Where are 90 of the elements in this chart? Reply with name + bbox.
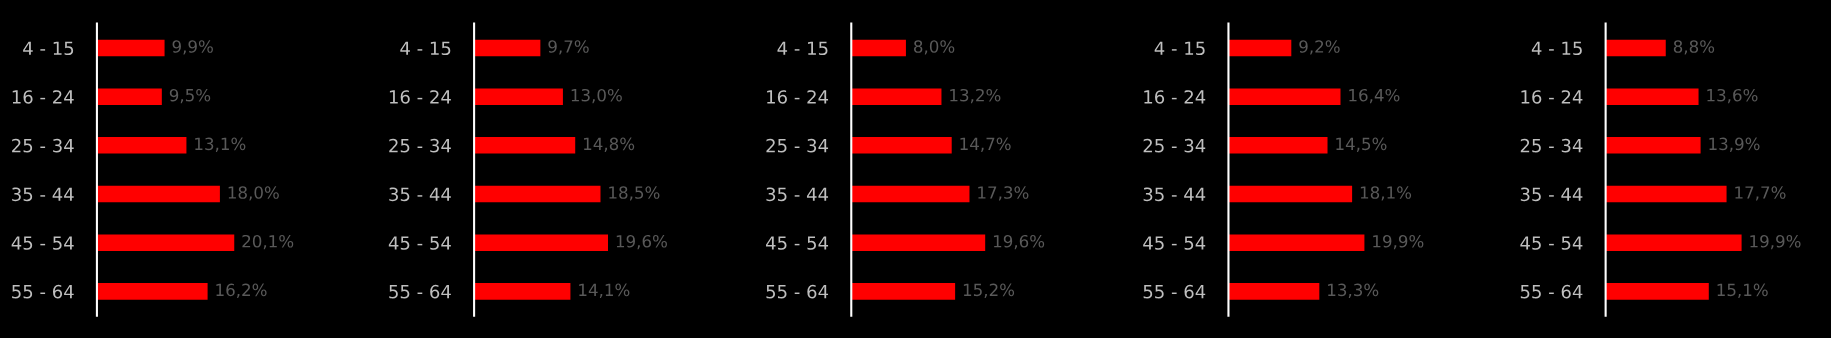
- bar: [474, 39, 541, 57]
- y-tick-label: 4 - 15: [1154, 41, 1205, 56]
- data-label: 8,0%: [914, 40, 955, 55]
- bar: [96, 39, 165, 57]
- data-label: 15,1%: [1717, 283, 1768, 298]
- data-label: 14,5%: [1336, 137, 1387, 152]
- y-tick-label: 16 - 24: [1521, 90, 1583, 104]
- y-tick-label: 55 - 64: [12, 284, 74, 299]
- bar: [851, 234, 986, 251]
- bar: [1228, 234, 1365, 251]
- data-label: 14,1%: [579, 283, 630, 298]
- y-tick-label: 45 - 54: [1520, 236, 1583, 250]
- data-label: 9,5%: [169, 88, 211, 104]
- y-tick-label: 35 - 44: [389, 187, 451, 202]
- data-label: 19,9%: [1750, 234, 1801, 250]
- bar: [474, 234, 609, 251]
- data-label: 17,3%: [978, 186, 1029, 201]
- y-tick-label: 25 - 34: [12, 138, 74, 153]
- y-tick-label: 55 - 64: [1520, 284, 1583, 299]
- y-tick-label: 45 - 54: [765, 236, 829, 250]
- bar: [474, 137, 576, 154]
- y-tick-label: 25 - 34: [1143, 138, 1206, 153]
- y-tick-label: 16 - 24: [12, 90, 74, 104]
- y-tick-label: 55 - 64: [766, 284, 829, 299]
- y-tick-label: 45 - 54: [1143, 236, 1206, 250]
- bar: [1605, 234, 1742, 251]
- data-label: 18,1%: [1360, 186, 1412, 201]
- y-tick-label: 4 - 15: [1531, 41, 1582, 56]
- data-label: 18,5%: [609, 186, 660, 201]
- bar: [1228, 185, 1353, 203]
- bar: [851, 185, 970, 203]
- data-label: 16,4%: [1349, 88, 1400, 104]
- bar: [474, 283, 571, 300]
- bar: [474, 185, 601, 203]
- y-tick-label: 25 - 34: [1520, 138, 1583, 153]
- y-tick-label: 16 - 24: [389, 90, 451, 104]
- y-tick-label: 45 - 54: [388, 236, 451, 250]
- data-label: 13,6%: [1707, 88, 1758, 104]
- bar: [96, 185, 220, 203]
- bar: [851, 88, 942, 105]
- data-label: 13,9%: [1709, 137, 1760, 152]
- data-label: 15,2%: [963, 283, 1015, 298]
- bar: [1605, 283, 1709, 300]
- data-label: 9,7%: [548, 40, 589, 55]
- data-label: 13,3%: [1328, 283, 1379, 298]
- data-label: 20,1%: [242, 234, 294, 250]
- data-label: 16,2%: [216, 283, 267, 298]
- bar: [1228, 283, 1320, 300]
- y-tick-label: 4 - 15: [400, 41, 451, 56]
- y-tick-label: 45 - 54: [11, 236, 74, 250]
- y-tick-label: 4 - 15: [23, 41, 74, 56]
- bar: [96, 234, 235, 251]
- y-tick-label: 35 - 44: [766, 187, 829, 202]
- bar: [1228, 137, 1328, 154]
- bar: [851, 137, 952, 154]
- bar: [96, 283, 208, 300]
- data-label: 8,8%: [1673, 40, 1715, 55]
- y-tick-label: 55 - 64: [389, 284, 451, 299]
- y-tick-label: 55 - 64: [1143, 284, 1206, 299]
- y-tick-label: 25 - 34: [766, 138, 829, 153]
- bar: [1605, 137, 1701, 154]
- y-tick-label: 4 - 15: [777, 41, 828, 56]
- y-tick-label: 35 - 44: [12, 187, 74, 202]
- data-label: 19,9%: [1373, 234, 1424, 250]
- data-label: 13,0%: [571, 88, 622, 104]
- y-tick-label: 35 - 44: [1143, 187, 1206, 202]
- data-label: 19,6%: [616, 234, 667, 250]
- data-label: 14,7%: [960, 137, 1011, 152]
- data-label: 13,1%: [195, 137, 246, 152]
- data-label: 9,9%: [172, 40, 213, 55]
- y-tick-label: 35 - 44: [1520, 187, 1583, 202]
- bar: [1605, 185, 1727, 203]
- data-label: 9,2%: [1299, 40, 1340, 55]
- data-label: 13,2%: [950, 88, 1001, 104]
- bar: [1605, 88, 1699, 105]
- bar: [851, 39, 906, 57]
- data-label: 17,7%: [1735, 186, 1786, 201]
- bar: [1228, 39, 1292, 57]
- bar: [96, 88, 162, 105]
- bar: [1228, 88, 1341, 105]
- data-label: 18,0%: [228, 186, 279, 201]
- bar: [96, 137, 187, 154]
- y-tick-label: 16 - 24: [767, 90, 829, 104]
- data-label: 19,6%: [993, 234, 1045, 250]
- bar: [474, 88, 563, 105]
- bar: [1605, 39, 1666, 57]
- y-tick-label: 16 - 24: [1144, 90, 1206, 104]
- bar: [851, 283, 956, 300]
- y-tick-label: 25 - 34: [389, 138, 451, 153]
- data-label: 14,8%: [583, 137, 635, 152]
